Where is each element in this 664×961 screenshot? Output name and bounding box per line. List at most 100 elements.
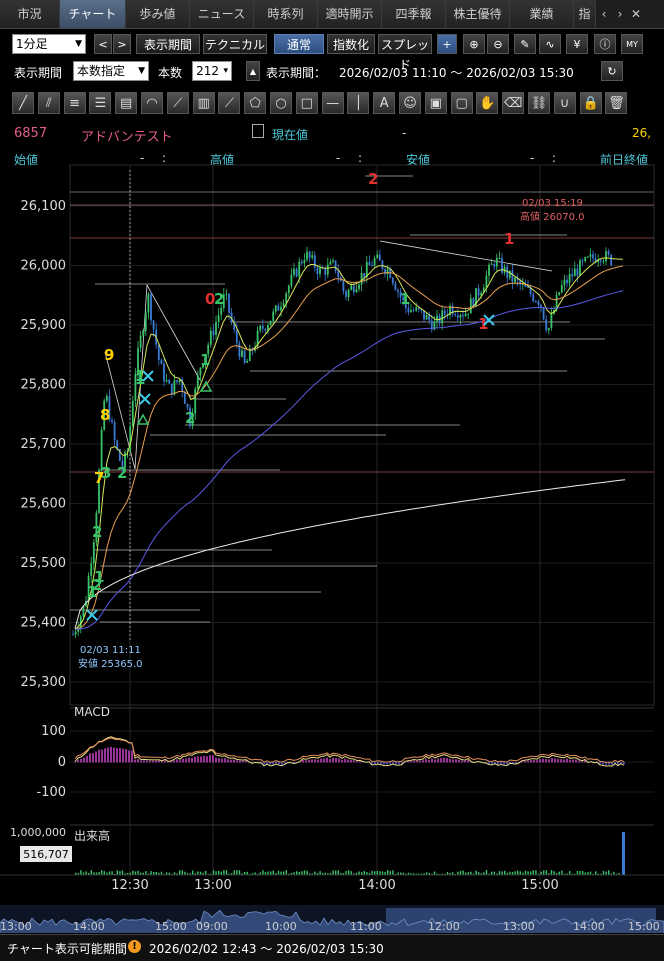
volume-bar	[600, 873, 602, 875]
technical-button[interactable]: テクニカル	[203, 34, 267, 54]
tab-9[interactable]: 指	[574, 0, 596, 28]
my-settings-icon[interactable]: MY	[621, 34, 643, 54]
volume-bar	[454, 873, 456, 875]
arc-tool-icon[interactable]: ◠	[141, 92, 163, 114]
tab-8[interactable]: 業績	[510, 0, 574, 28]
copy-tool-icon[interactable]: ▢	[450, 92, 473, 114]
count-input[interactable]: 212 ▾	[192, 61, 232, 81]
td-count-label: 2	[214, 290, 224, 308]
grid-tool-icon[interactable]: ▥	[192, 92, 215, 114]
circle-tool-icon[interactable]: ○	[270, 92, 292, 114]
range-label: 表示期間：	[266, 66, 327, 80]
zoom-in-icon[interactable]: ⊕	[463, 34, 485, 54]
triangle-marker-icon	[199, 380, 213, 392]
normal-button[interactable]: 通常	[274, 34, 324, 54]
tab-next-icon[interactable]: ›	[617, 7, 623, 21]
spread-button[interactable]: スプレッド	[378, 34, 432, 72]
volume-bar	[441, 873, 443, 875]
link-tool-icon[interactable]: ⛓	[528, 92, 550, 114]
info-icon[interactable]: ⓘ	[594, 34, 616, 54]
wave-icon[interactable]: ∿	[539, 34, 561, 54]
price-axis: 26,100 26,000 25,900 25,800 25,700 25,600 25,5…	[21, 199, 559, 893]
period-mode-select[interactable]: 本数指定 ▼	[73, 61, 149, 81]
candle-body	[386, 269, 389, 275]
candle-body	[269, 320, 272, 326]
hline-tool-icon[interactable]: —	[321, 92, 344, 114]
candle-body	[311, 255, 314, 258]
tab-close-icon[interactable]: ✕	[630, 7, 642, 21]
pencil-icon[interactable]: ✎	[514, 34, 536, 54]
gann-tool-icon[interactable]: ⟋	[218, 92, 241, 114]
tab-7[interactable]: 株主優待	[446, 0, 510, 28]
macd-histogram-bar	[527, 760, 529, 763]
prev-button[interactable]: <	[94, 34, 112, 54]
candle-body	[508, 270, 511, 278]
tab-1[interactable]: チャート	[60, 0, 126, 28]
stamp-tool-icon[interactable]: ▣	[424, 92, 447, 114]
volume-bar	[610, 873, 612, 875]
pentagon-tool-icon[interactable]: ⬠	[244, 92, 267, 114]
candle-body	[220, 307, 223, 315]
macd-histogram-bar	[299, 761, 301, 763]
count-up-button[interactable]: ▲	[246, 61, 260, 81]
stock-code: 6857	[14, 126, 48, 141]
rect-tool-icon[interactable]: □	[295, 92, 318, 114]
time-tick-label: 15:00	[521, 878, 558, 893]
index-button[interactable]: 指数化	[327, 34, 375, 54]
refresh-icon[interactable]: ↻	[601, 61, 623, 81]
period-button[interactable]: 表示期間	[136, 34, 200, 54]
magnet-tool-icon[interactable]: ∪	[553, 92, 576, 114]
add-icon[interactable]: +	[437, 34, 457, 54]
tab-6[interactable]: 四季報	[382, 0, 446, 28]
macd-histogram-bar	[584, 760, 586, 763]
macd-histogram-bar	[524, 760, 526, 763]
volume-bar	[368, 873, 371, 875]
volume-bar	[426, 872, 428, 875]
td-count-label: 2	[92, 576, 102, 594]
document-icon[interactable]	[252, 124, 264, 138]
candle-body	[599, 260, 602, 262]
tab-5[interactable]: 適時開示	[318, 0, 382, 28]
macd-label: MACD	[74, 705, 110, 719]
text-tool-icon[interactable]: A	[373, 92, 396, 114]
fan-tool-icon[interactable]: ⟋	[166, 92, 189, 114]
tab-prev-icon[interactable]: ‹	[601, 7, 607, 21]
line-tool-icon[interactable]: ╱	[12, 92, 34, 114]
tab-4[interactable]: 時系列	[254, 0, 318, 28]
tab-2[interactable]: 歩み値	[126, 0, 190, 28]
volume-bar	[511, 871, 514, 875]
tab-0[interactable]: 市況	[0, 0, 60, 28]
volume-bar	[101, 870, 103, 875]
smiley-tool-icon[interactable]: ☺	[399, 92, 421, 114]
candle-body	[443, 310, 446, 315]
next-button[interactable]: >	[113, 34, 131, 54]
tab-3[interactable]: ニュース	[190, 0, 254, 28]
volume-bar	[470, 871, 472, 875]
yen-icon[interactable]: ¥	[566, 34, 588, 54]
eraser-tool-icon[interactable]: ⌫	[502, 92, 525, 114]
zoom-out-icon[interactable]: ⊖	[487, 34, 509, 54]
candle-body	[516, 277, 519, 281]
lock-tool-icon[interactable]: 🔒	[579, 92, 602, 114]
volume-bar	[501, 871, 503, 875]
triangle-marker-icon	[136, 413, 150, 425]
fib-tool-icon[interactable]: ▤	[115, 92, 138, 114]
price-chart[interactable]: 26,100 26,000 25,900 25,800 25,700 25,600 25,5…	[0, 160, 664, 934]
parallel-tool-icon[interactable]: ⫽	[37, 92, 60, 114]
volume-bar	[340, 873, 342, 875]
volume-bar	[114, 873, 116, 875]
macd-histogram-bar	[140, 760, 142, 763]
candle-body	[298, 261, 301, 277]
macd-histogram-bar	[497, 762, 499, 765]
interval-select[interactable]: 1分足 ▼	[12, 34, 86, 54]
candle-body	[326, 264, 329, 275]
candle-body	[417, 307, 420, 310]
trash-tool-icon[interactable]: 🗑	[605, 92, 628, 114]
candle-body	[142, 330, 145, 336]
current-price-label: 現在値	[272, 128, 309, 142]
macd-histogram-bar	[572, 759, 574, 763]
channel-tool-icon[interactable]: ≡	[63, 92, 86, 114]
hlines-tool-icon[interactable]: ☰	[89, 92, 112, 114]
vline-tool-icon[interactable]: │	[347, 92, 370, 114]
hand-tool-icon[interactable]: ✋	[476, 92, 499, 114]
